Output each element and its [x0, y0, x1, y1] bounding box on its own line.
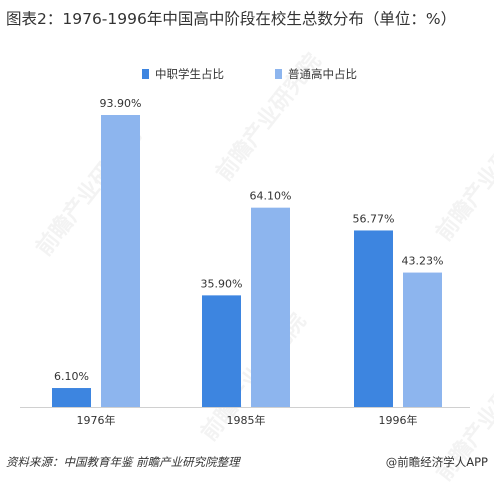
- data-label: 93.90%: [100, 97, 142, 110]
- bar-1-2: [202, 295, 241, 407]
- source-note: 资料来源：中国教育年鉴 前瞻产业研究院整理: [6, 455, 240, 469]
- x-tick-label: 1985年: [227, 413, 266, 427]
- data-label: 6.10%: [54, 370, 89, 383]
- legend-item-series2: 普通高中占比: [275, 66, 357, 82]
- bar-2-1: [101, 115, 140, 407]
- data-label: 43.23%: [402, 255, 444, 268]
- data-label: 56.77%: [353, 212, 395, 225]
- x-tick-label: 1976年: [77, 413, 116, 427]
- chart-legend: 中职学生占比 普通高中占比: [0, 66, 494, 84]
- bar-1-3: [354, 230, 393, 407]
- bar-2-2: [251, 207, 290, 407]
- brand-label: @前瞻经济学人APP: [385, 455, 488, 469]
- data-label: 35.90%: [201, 277, 243, 290]
- bar-2-3: [403, 272, 442, 407]
- legend-label-series1: 中职学生占比: [155, 67, 224, 81]
- legend-item-series1: 中职学生占比: [142, 66, 224, 82]
- bar-1-1: [52, 388, 91, 407]
- data-label: 64.10%: [250, 190, 292, 203]
- legend-swatch-series1: [142, 69, 149, 79]
- chart-title: 图表2：1976-1996年中国高中阶段在校生总数分布（单位：%）: [6, 10, 457, 28]
- x-tick-label: 1996年: [379, 413, 418, 427]
- legend-label-series2: 普通高中占比: [288, 67, 357, 81]
- legend-swatch-series2: [275, 69, 282, 79]
